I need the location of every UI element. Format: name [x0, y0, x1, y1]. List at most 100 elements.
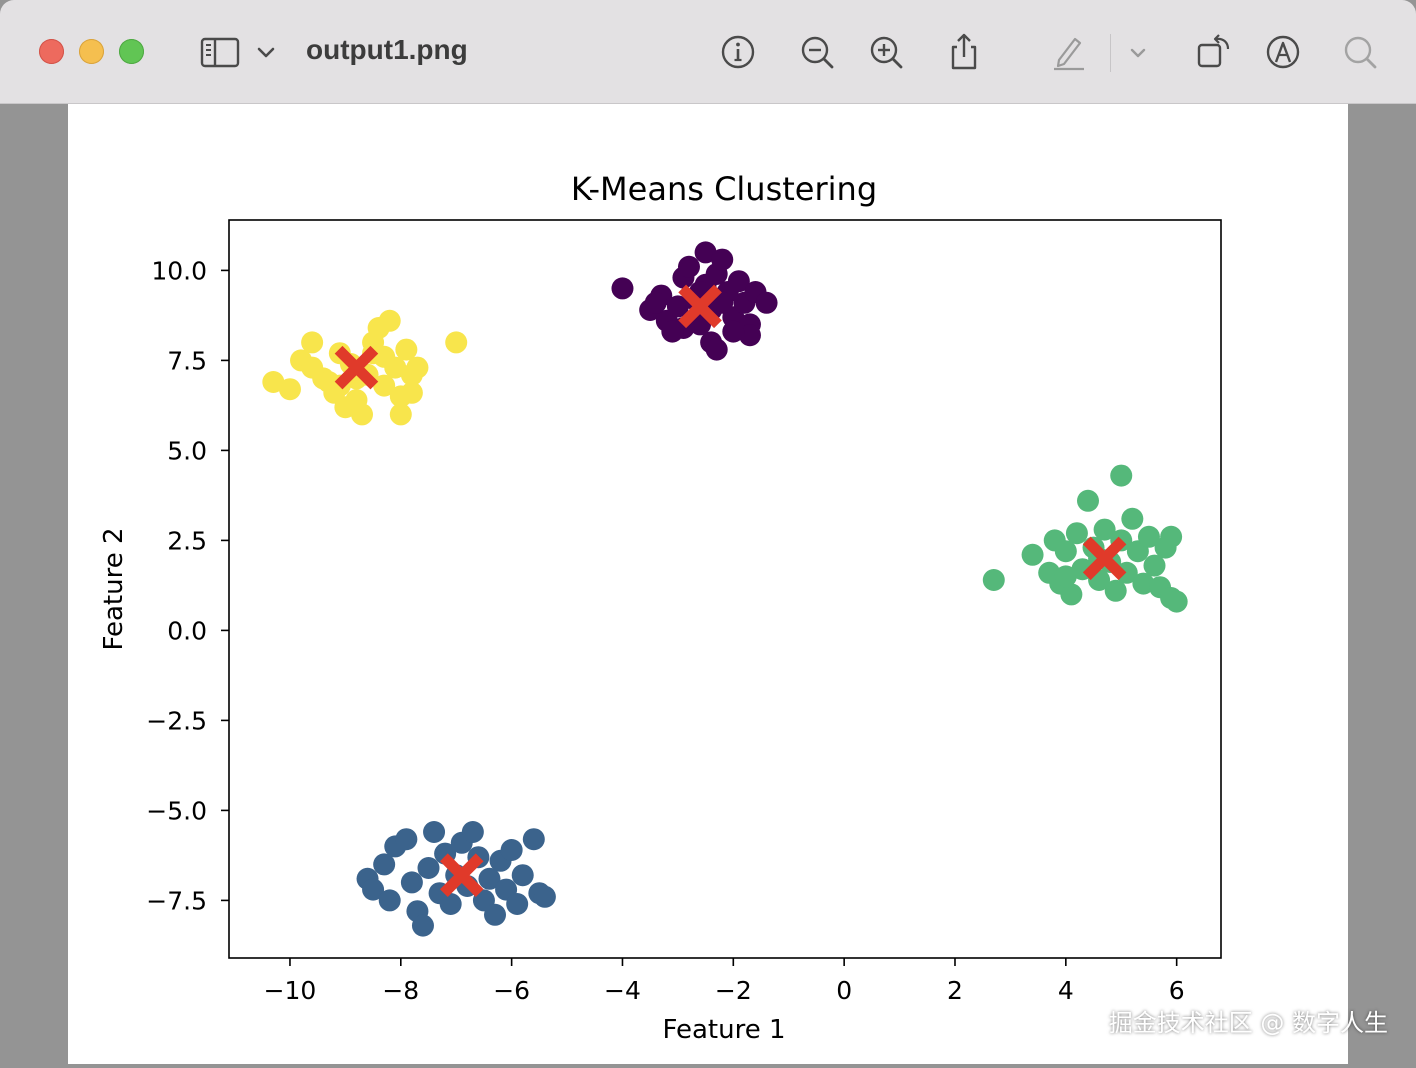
y-tick-label: 7.5 — [167, 346, 207, 375]
data-point-cluster-0 — [661, 320, 684, 343]
centroid-marker — [439, 853, 484, 897]
centroid-marker — [1082, 536, 1127, 581]
chevron-down-icon[interactable] — [244, 30, 288, 74]
x-tick-label: −8 — [382, 976, 419, 1005]
info-icon[interactable] — [716, 30, 760, 74]
data-point-cluster-1 — [378, 889, 401, 912]
data-point-cluster-0 — [694, 241, 717, 264]
markup-pen-icon[interactable] — [1047, 30, 1091, 74]
window-title: output1.png — [306, 34, 468, 65]
data-point-cluster-1 — [506, 893, 529, 915]
y-tick-label: −2.5 — [146, 706, 207, 735]
chart-title: K-Means Clustering — [571, 170, 877, 208]
data-point-cluster-1 — [373, 853, 396, 876]
x-tick-label: 4 — [1058, 976, 1074, 1005]
x-tick-label: 2 — [947, 976, 963, 1005]
x-tick-label: 0 — [836, 976, 852, 1005]
data-point-cluster-1 — [478, 867, 501, 890]
data-point-cluster-2 — [1165, 590, 1188, 613]
chevron-down-icon[interactable] — [1116, 30, 1160, 74]
data-point-cluster-2 — [1060, 583, 1083, 606]
image-canvas: K-Means Clustering −10 −8 −6 −4 −2 0 2 4 6 −7.5 −… — [68, 104, 1348, 1064]
data-point-cluster-1 — [423, 821, 446, 843]
data-point-cluster-1 — [395, 828, 418, 851]
sidebar-icon[interactable] — [198, 30, 242, 74]
data-point-cluster-0 — [722, 320, 745, 343]
watermark-text: 掘金技术社区 @ 数字人生 — [1108, 1009, 1388, 1037]
data-point-cluster-1 — [362, 878, 385, 901]
data-point-cluster-0 — [738, 324, 761, 347]
data-point-cluster-3 — [278, 378, 301, 401]
data-point-cluster-3 — [351, 403, 374, 426]
data-point-cluster-3 — [301, 331, 324, 354]
plot-frame — [228, 219, 1222, 959]
data-point-cluster-3 — [445, 331, 468, 354]
close-window-button[interactable] — [39, 39, 64, 64]
data-point-cluster-1 — [484, 903, 507, 926]
x-tick-label: 6 — [1169, 976, 1185, 1005]
scatter-chart: K-Means Clustering −10 −8 −6 −4 −2 0 2 4 6 −7.5 −… — [99, 170, 1222, 1045]
y-tick-label: −7.5 — [146, 886, 207, 915]
centroid-marker — [334, 345, 379, 390]
x-tick-label: −10 — [264, 976, 317, 1005]
data-point-cluster-3 — [373, 374, 396, 397]
data-point-cluster-2 — [1110, 464, 1133, 487]
points-layer — [262, 241, 1188, 937]
data-point-cluster-2 — [982, 569, 1005, 591]
data-point-cluster-2 — [1132, 572, 1155, 595]
data-point-cluster-2 — [1104, 579, 1127, 602]
zoom-in-icon[interactable] — [864, 30, 908, 74]
minimize-window-button[interactable] — [79, 39, 104, 64]
y-axis: −7.5 −5.0 −2.5 0.0 2.5 5.0 7.5 10.0 — [146, 256, 229, 915]
data-point-cluster-1 — [461, 821, 484, 843]
share-icon[interactable] — [942, 30, 986, 74]
data-point-cluster-2 — [1137, 525, 1160, 548]
data-point-cluster-2 — [1121, 507, 1144, 530]
data-point-cluster-1 — [411, 914, 434, 937]
x-tick-label: −4 — [604, 976, 641, 1005]
data-point-cluster-0 — [677, 255, 700, 278]
data-point-cluster-0 — [644, 291, 667, 314]
data-point-cluster-1 — [522, 828, 545, 851]
data-point-cluster-3 — [262, 371, 285, 393]
y-tick-label: 0.0 — [167, 616, 207, 645]
data-point-cluster-3 — [378, 309, 401, 332]
y-tick-label: 2.5 — [167, 526, 207, 555]
zoom-out-icon[interactable] — [795, 30, 839, 74]
data-point-cluster-2 — [1054, 565, 1077, 588]
data-point-cluster-2 — [1065, 522, 1088, 545]
centroid-layer — [334, 284, 1127, 897]
annotate-icon[interactable] — [1261, 30, 1305, 74]
data-point-cluster-3 — [406, 356, 429, 379]
data-point-cluster-3 — [400, 381, 423, 404]
x-axis: −10 −8 −6 −4 −2 0 2 4 6 — [264, 958, 1185, 1005]
data-point-cluster-1 — [439, 893, 462, 915]
data-point-cluster-0 — [711, 248, 734, 271]
data-point-cluster-1 — [400, 871, 423, 894]
data-point-cluster-1 — [533, 885, 556, 908]
rotate-icon[interactable] — [1192, 30, 1236, 74]
x-tick-label: −6 — [493, 976, 530, 1005]
y-tick-label: 5.0 — [167, 436, 207, 465]
x-axis-label: Feature 1 — [662, 1015, 785, 1045]
y-tick-label: −5.0 — [146, 796, 207, 825]
data-point-cluster-2 — [1160, 525, 1183, 548]
data-point-cluster-0 — [727, 270, 750, 293]
data-point-cluster-2 — [1054, 540, 1077, 563]
window-titlebar: output1.png — [0, 0, 1416, 104]
search-icon[interactable] — [1338, 30, 1382, 74]
data-point-cluster-2 — [1076, 489, 1099, 512]
data-point-cluster-1 — [511, 864, 534, 887]
data-point-cluster-0 — [666, 295, 689, 318]
centroid-marker — [678, 284, 722, 329]
data-point-cluster-3 — [395, 338, 418, 361]
data-point-cluster-0 — [611, 277, 634, 300]
data-point-cluster-2 — [1143, 554, 1166, 577]
data-point-cluster-1 — [417, 857, 440, 879]
data-point-cluster-2 — [1021, 543, 1044, 566]
data-point-cluster-0 — [755, 291, 778, 314]
x-tick-label: −2 — [715, 976, 752, 1005]
data-point-cluster-2 — [1093, 518, 1116, 541]
data-point-cluster-0 — [705, 338, 728, 361]
zoom-window-button[interactable] — [119, 39, 144, 64]
